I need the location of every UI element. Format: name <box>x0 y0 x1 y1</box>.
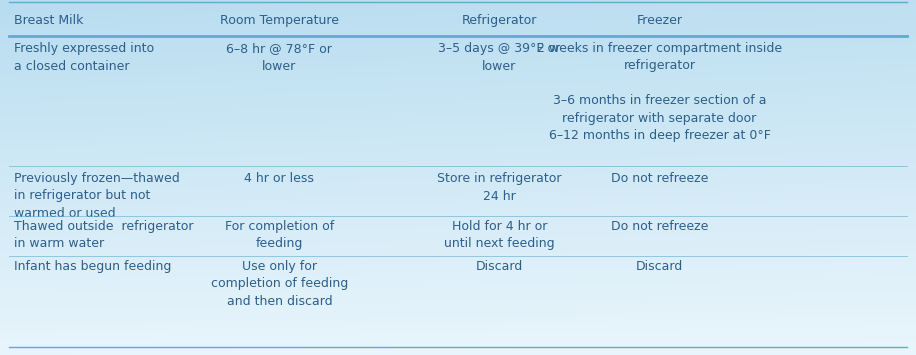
Text: Freshly expressed into
a closed container: Freshly expressed into a closed containe… <box>14 42 154 72</box>
Text: Do not refreeze: Do not refreeze <box>611 172 708 185</box>
Text: 6–8 hr @ 78°F or
lower: 6–8 hr @ 78°F or lower <box>226 42 333 72</box>
Text: 3–5 days @ 39°F or
lower: 3–5 days @ 39°F or lower <box>438 42 561 72</box>
Text: Breast Milk: Breast Milk <box>14 14 83 27</box>
Text: Infant has begun feeding: Infant has begun feeding <box>14 260 171 273</box>
Text: For completion of
feeding: For completion of feeding <box>224 220 334 251</box>
Text: Room Temperature: Room Temperature <box>220 14 339 27</box>
Text: Do not refreeze: Do not refreeze <box>611 220 708 233</box>
Text: Refrigerator: Refrigerator <box>462 14 537 27</box>
Text: Store in refrigerator
24 hr: Store in refrigerator 24 hr <box>437 172 562 202</box>
Text: Hold for 4 hr or
until next feeding: Hold for 4 hr or until next feeding <box>444 220 554 251</box>
Text: 2 weeks in freezer compartment inside
refrigerator

3–6 months in freezer sectio: 2 weeks in freezer compartment inside re… <box>537 42 782 142</box>
Text: Freezer: Freezer <box>637 14 682 27</box>
Text: Thawed outside  refrigerator
in warm water: Thawed outside refrigerator in warm wate… <box>14 220 193 251</box>
Text: Discard: Discard <box>636 260 683 273</box>
Text: Previously frozen—thawed
in refrigerator but not
warmed or used: Previously frozen—thawed in refrigerator… <box>14 172 180 220</box>
Text: Use only for
completion of feeding
and then discard: Use only for completion of feeding and t… <box>211 260 348 308</box>
Text: Discard: Discard <box>475 260 523 273</box>
Text: 4 hr or less: 4 hr or less <box>245 172 314 185</box>
